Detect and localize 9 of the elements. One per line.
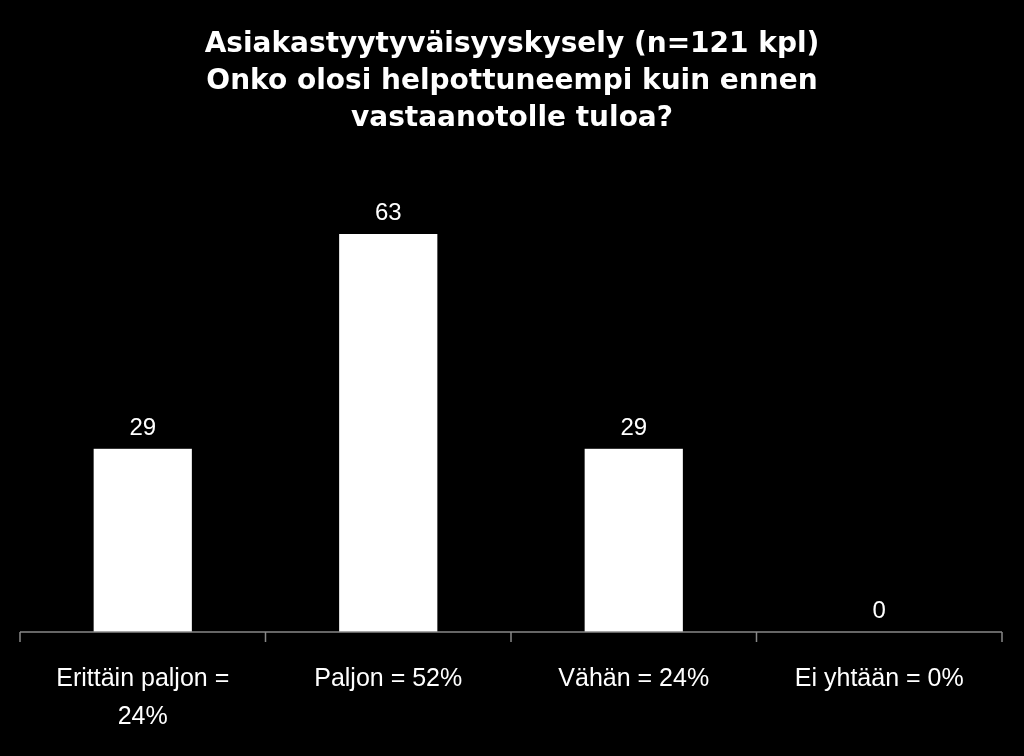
x-tick-label: Ei yhtään = 0% — [794, 663, 964, 691]
data-label: 0 — [872, 596, 886, 623]
data-label: 29 — [620, 412, 648, 440]
data-label: 29 — [129, 412, 157, 440]
data-label: 63 — [374, 198, 402, 225]
chart-title: Asiakastyytyväisyyskysely (n=121 kpl) Onko olosi helpottuneempi kuin ennen vastaanotolle tuloa? — [204, 26, 820, 133]
x-tick-label: Vähän = 24% — [558, 663, 710, 691]
x-tick-label: Paljon = 52% — [314, 663, 463, 691]
x-tick-label: Erittäin paljon = 24% — [56, 663, 230, 729]
